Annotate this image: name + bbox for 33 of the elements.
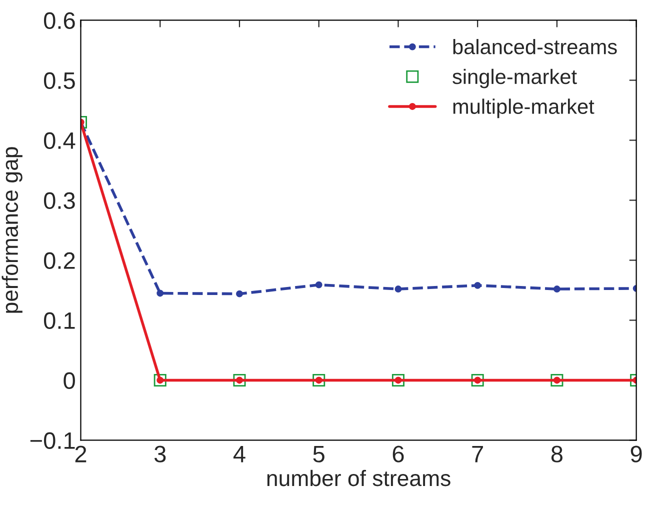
point — [315, 281, 322, 288]
legend-label: single-market — [452, 68, 577, 88]
y-tick-label: 0 — [64, 372, 75, 390]
y-tick-label: 0.2 — [44, 252, 75, 270]
y-tick-label: 0.4 — [44, 132, 76, 150]
x-tick-label: 8 — [551, 446, 562, 462]
point — [236, 290, 243, 298]
point — [156, 290, 164, 297]
point — [553, 286, 560, 292]
x-tick-label: 6 — [392, 446, 404, 462]
x-axis-title: number of streams — [267, 470, 450, 486]
y-tick-label: 0.1 — [44, 312, 75, 330]
y-tick-label: 0.6 — [44, 12, 75, 30]
point — [474, 282, 482, 289]
y-tick-label: 0.5 — [44, 72, 75, 90]
x-tick-label: 4 — [233, 446, 246, 462]
x-tick-label: 3 — [154, 446, 166, 462]
y-tick-label: −0.1 — [30, 432, 75, 450]
point — [394, 286, 402, 292]
point — [312, 374, 326, 386]
point — [550, 374, 564, 386]
y-axis-title: performance gap — [2, 147, 22, 313]
point — [392, 374, 404, 386]
legend-label: balanced-streams — [453, 38, 617, 54]
y-tick-label: 0.3 — [44, 192, 75, 210]
legend-label: multiple-market — [453, 98, 594, 118]
point — [471, 374, 484, 386]
x-tick-label: 9 — [630, 446, 642, 462]
point — [233, 374, 246, 386]
x-tick-label: 5 — [313, 446, 324, 462]
x-tick-label: 7 — [472, 446, 483, 462]
point — [154, 374, 166, 386]
x-tick-label: 2 — [75, 446, 86, 462]
